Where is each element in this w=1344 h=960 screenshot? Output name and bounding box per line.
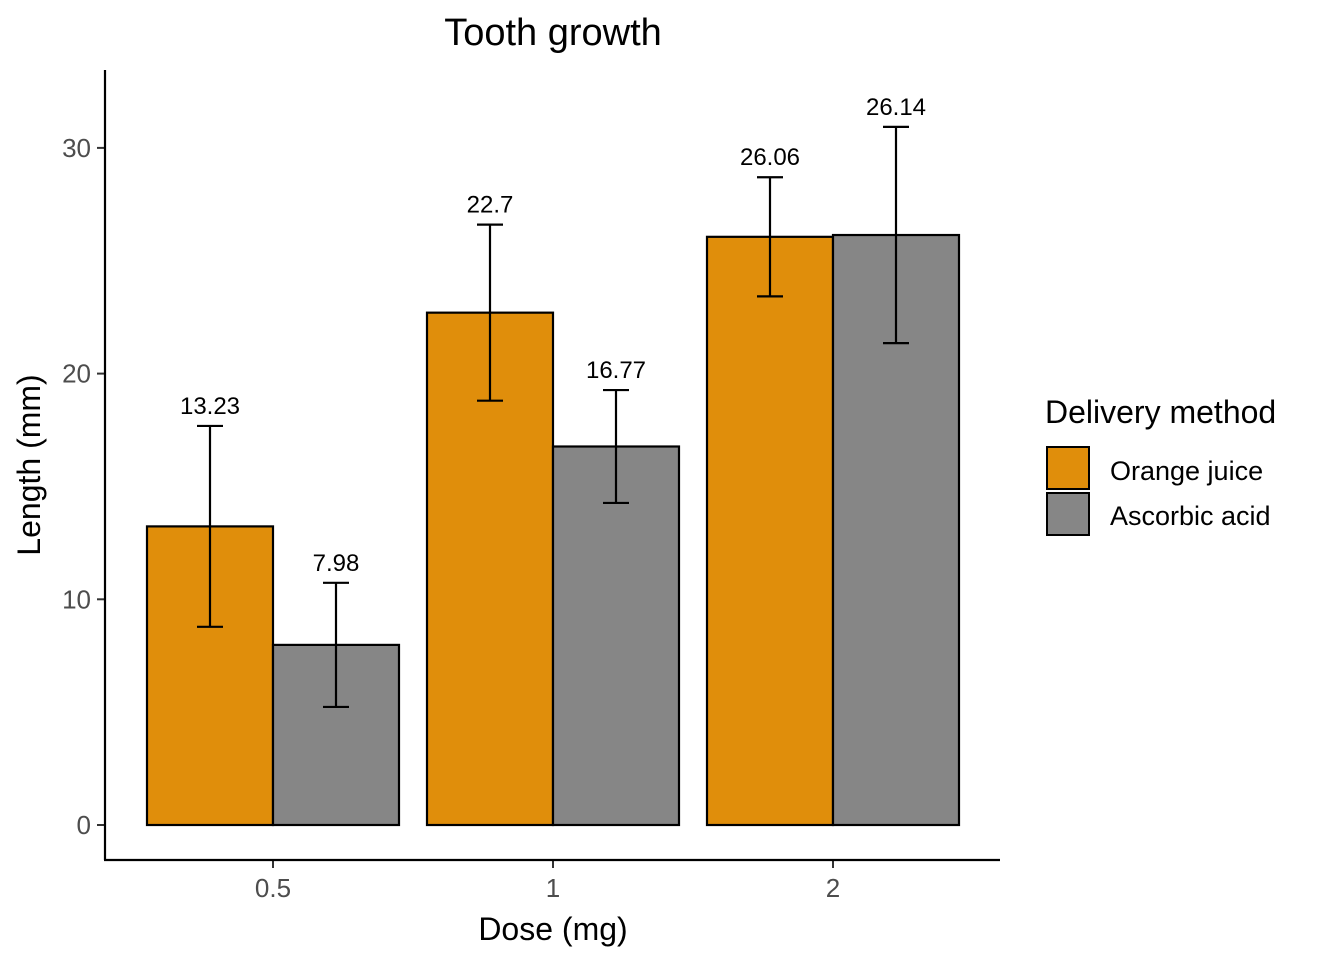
legend-label-orange-juice: Orange juice xyxy=(1110,456,1263,486)
x-tick-label: 1 xyxy=(546,873,560,903)
data-label: 7.98 xyxy=(313,550,360,577)
data-label: 26.14 xyxy=(866,94,926,121)
y-tick-label: 30 xyxy=(62,133,91,163)
bar-ascorbic-acid xyxy=(551,445,681,827)
y-axis-title: Length (mm) xyxy=(11,374,47,555)
x-axis-title: Dose (mg) xyxy=(478,911,627,947)
bar-orange-juice xyxy=(705,235,835,827)
y-tick-label: 10 xyxy=(62,584,91,614)
chart-title: Tooth growth xyxy=(444,12,662,54)
legend: Delivery method Orange juice Ascorbic ac… xyxy=(1045,394,1276,536)
legend-label-ascorbic-acid: Ascorbic acid xyxy=(1110,501,1271,531)
data-label: 13.23 xyxy=(180,393,240,420)
x-tick-label: 0.5 xyxy=(255,873,291,903)
data-label: 16.77 xyxy=(586,357,646,384)
data-label: 22.7 xyxy=(467,192,514,219)
legend-swatch-ascorbic-acid xyxy=(1046,492,1090,536)
plot-area: 0 10 20 30 0.5 1 2 13.23 22.7 26.06 7.98 16.77 26.14 xyxy=(62,94,961,903)
y-tick-label: 20 xyxy=(62,359,91,389)
bar-ascorbic-acid xyxy=(271,643,401,827)
x-tick-label: 2 xyxy=(826,873,840,903)
legend-swatch-orange-juice xyxy=(1046,446,1090,490)
legend-title: Delivery method xyxy=(1045,394,1276,430)
data-label: 26.06 xyxy=(740,144,800,171)
y-tick-label: 0 xyxy=(77,810,91,840)
